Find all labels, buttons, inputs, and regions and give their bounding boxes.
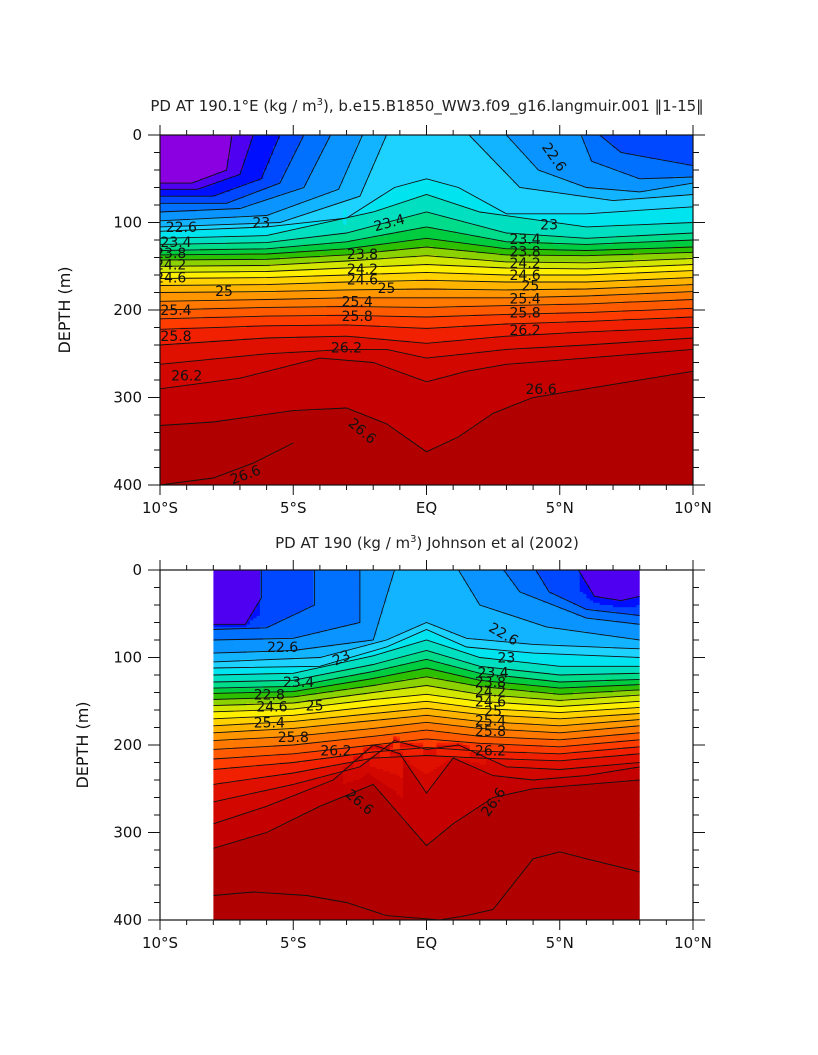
top-panel: 22.622.6 23 23.4 2323.423.824.224.62525.425… [55, 97, 712, 517]
density-field: 22.622.6 23 23.4 2323.423.824.224.62525.425… [155, 135, 693, 488]
figure: 22.622.6 23 23.4 2323.423.824.224.62525.425… [0, 0, 818, 1055]
